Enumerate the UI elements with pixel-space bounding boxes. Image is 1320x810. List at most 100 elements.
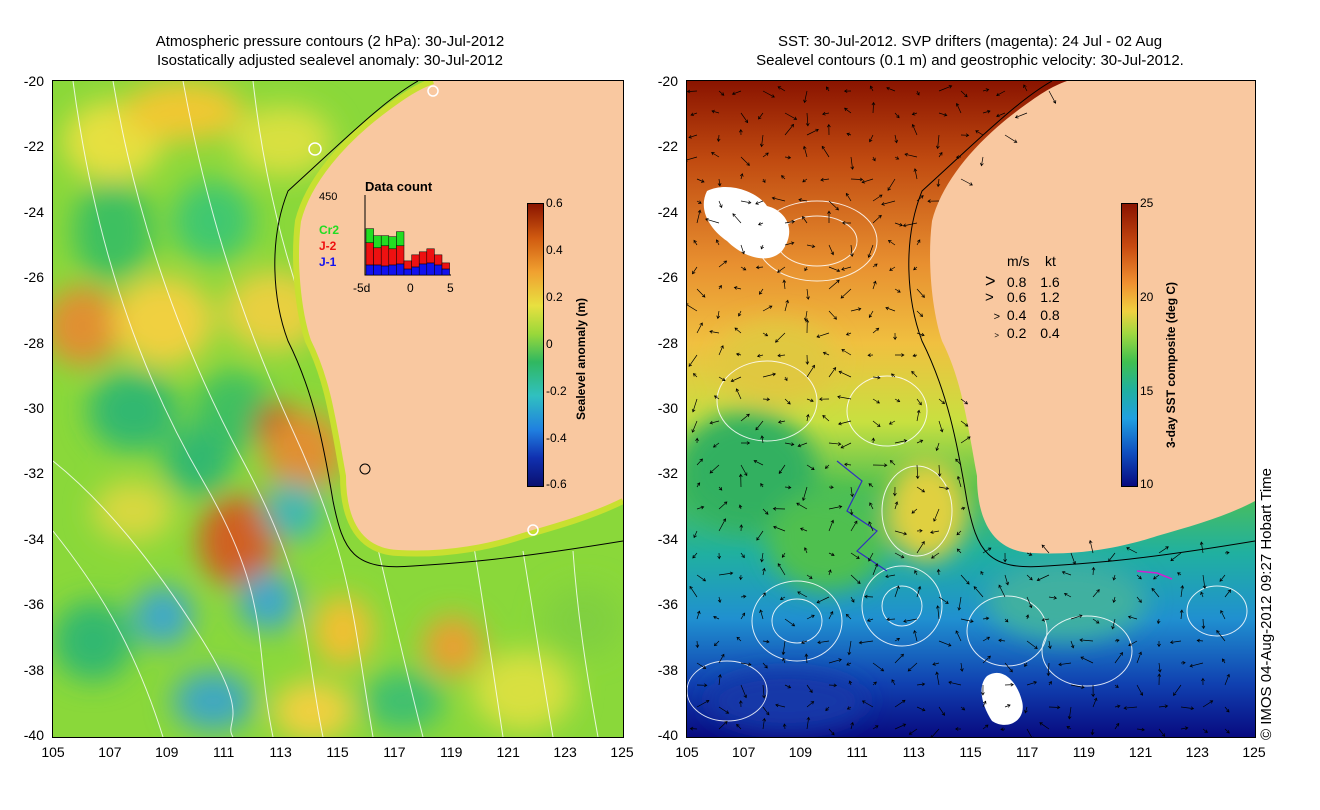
velocity-arrow — [1180, 585, 1185, 598]
velocity-arrow — [760, 435, 765, 444]
velocity-arrow — [806, 701, 815, 708]
data-count-inset: Data count 450 Cr2 J-2 J-1 -5d 0 5 — [315, 179, 465, 299]
velocity-arrow — [828, 266, 841, 273]
left-map-panel[interactable]: Data count 450 Cr2 J-2 J-1 -5d 0 5 — [52, 80, 624, 738]
velocity-arrow — [1004, 134, 1018, 143]
velocity-arrow — [777, 266, 786, 273]
velocity-arrow — [718, 200, 723, 209]
velocity-arrow — [802, 486, 808, 502]
velocity-arrow — [894, 585, 900, 598]
inset-xtick-neg5: -5d — [353, 281, 371, 295]
velocity-arrow — [1219, 574, 1226, 582]
velocity-arrow — [822, 415, 830, 422]
velocity-arrow — [781, 175, 786, 180]
velocity-arrow — [691, 420, 698, 433]
left-x-tick-4: 113 — [269, 744, 292, 760]
velocity-arrow — [784, 112, 798, 120]
velocity-arrow — [1039, 722, 1050, 730]
velocity-arrow — [938, 486, 950, 491]
legend-row-2: > 0.6 1.2 — [985, 289, 1060, 306]
velocity-arrow — [801, 215, 808, 224]
velocity-arrow — [886, 86, 896, 92]
velocity-arrow — [803, 90, 808, 104]
velocity-arrow — [1046, 662, 1051, 677]
velocity-arrow — [1127, 615, 1138, 620]
left-cb-tick-2: 0.2 — [546, 290, 563, 304]
inset-bar-cr2-2 — [380, 235, 390, 247]
velocity-arrow — [930, 530, 940, 534]
left-y-tick-3: -26 — [23, 269, 44, 286]
velocity-arrow — [762, 152, 769, 158]
velocity-arrow — [869, 502, 874, 510]
velocity-arrow — [775, 332, 786, 343]
velocity-arrow — [872, 463, 888, 468]
velocity-arrow — [1202, 728, 1208, 733]
velocity-arrow — [956, 475, 962, 488]
velocity-arrow — [850, 721, 854, 730]
velocity-arrow — [1070, 614, 1083, 620]
velocity-arrow — [731, 90, 742, 96]
velocity-arrow — [916, 541, 925, 554]
velocity-arrow — [1041, 544, 1050, 554]
velocity-arrow — [1224, 589, 1232, 598]
velocity-arrow — [718, 501, 728, 510]
velocity-arrow — [913, 629, 918, 642]
velocity-arrow — [715, 239, 720, 246]
velocity-arrow — [973, 586, 984, 598]
velocity-arrow — [1026, 596, 1033, 609]
velocity-arrow — [784, 241, 795, 246]
velocity-arrow — [806, 128, 819, 136]
velocity-arrow — [1004, 662, 1013, 673]
velocity-arrow — [841, 266, 852, 271]
left-cb-tick-6: -0.6 — [546, 477, 567, 491]
velocity-arrow — [1173, 684, 1182, 696]
velocity-arrow — [756, 530, 764, 541]
velocity-arrow — [696, 699, 710, 708]
velocity-arrow — [1026, 681, 1038, 686]
velocity-arrow — [1136, 684, 1144, 696]
velocity-arrow — [718, 376, 726, 382]
velocity-arrow — [784, 618, 796, 627]
velocity-arrow — [692, 266, 698, 275]
inset-ymax: 450 — [319, 191, 338, 203]
velocity-arrow — [982, 616, 990, 621]
velocity-arrow — [775, 703, 786, 708]
velocity-arrow — [864, 594, 874, 599]
velocity-arrow — [757, 222, 764, 226]
velocity-arrow — [782, 657, 786, 664]
velocity-arrow — [740, 112, 749, 124]
velocity-arrow — [1201, 618, 1206, 630]
velocity-arrow — [868, 483, 874, 488]
velocity-arrow — [806, 398, 814, 403]
velocity-arrow — [960, 706, 966, 711]
velocity-arrow — [796, 502, 808, 510]
legend-arrow-2: > — [985, 289, 994, 306]
velocity-arrow — [822, 111, 830, 116]
velocity-arrow — [998, 584, 1006, 598]
left-colorbar-label: Sealevel anomaly (m) — [574, 297, 588, 420]
velocity-arrow — [804, 653, 809, 664]
velocity-arrow — [718, 260, 728, 268]
velocity-arrow — [828, 552, 835, 557]
velocity-arrow — [1202, 574, 1207, 589]
right-x-tick-3: 111 — [846, 744, 868, 760]
velocity-arrow — [740, 266, 747, 271]
left-cb-tick-3: 0 — [546, 337, 553, 351]
velocity-arrow — [913, 266, 918, 271]
velocity-arrow — [816, 332, 830, 338]
anomaly-blobs — [53, 81, 623, 737]
velocity-arrow — [1112, 596, 1116, 604]
right-colorbar — [1121, 203, 1138, 487]
velocity-arrow — [696, 610, 701, 620]
velocity-arrow — [894, 112, 900, 119]
velocity-arrow — [762, 178, 766, 183]
velocity-arrow — [740, 200, 752, 205]
velocity-arrow — [938, 420, 944, 433]
velocity-arrow — [805, 354, 810, 365]
velocity-arrow — [828, 683, 838, 688]
velocity-arrow — [850, 574, 861, 584]
right-map-panel[interactable]: m/s kt > 0.8 1.6 > 0.6 1.2 > 0.4 0.8 > 0… — [686, 80, 1256, 738]
velocity-arrow — [894, 439, 908, 444]
velocity-arrow — [1024, 706, 1028, 714]
velocity-arrow — [1023, 84, 1028, 92]
